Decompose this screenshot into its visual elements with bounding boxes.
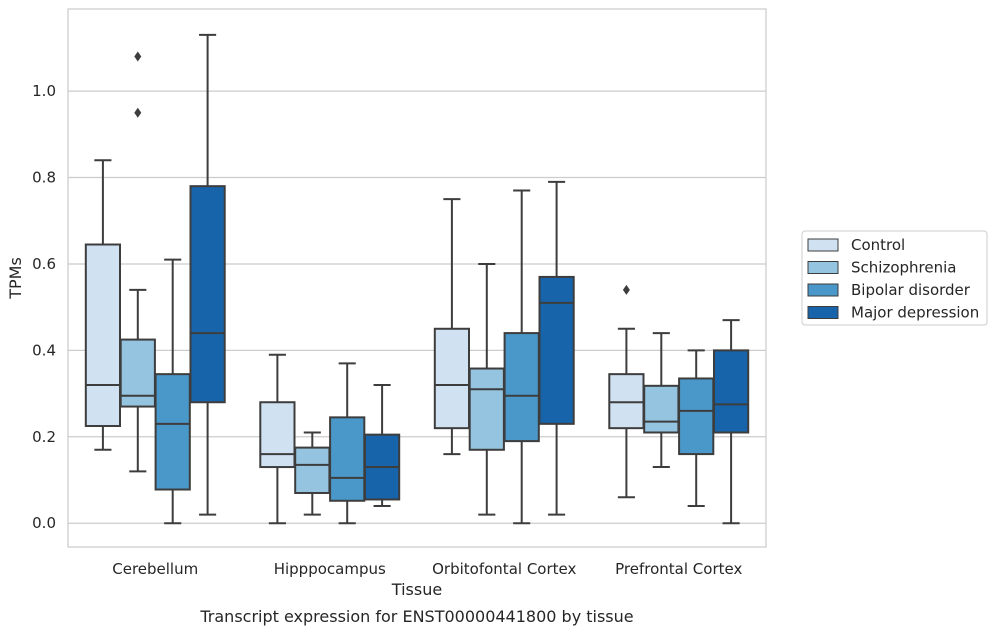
x-tick-label: Cerebellum <box>112 560 198 578</box>
box-group <box>363 383 401 507</box>
box <box>154 373 191 491</box>
y-tick-label: 0.2 <box>32 428 56 446</box>
chart-caption: Transcript expression for ENST0000044180… <box>199 607 633 626</box>
x-tick-label: Orbitofontal Cortex <box>432 560 576 578</box>
legend-swatch <box>807 283 839 297</box>
box-group <box>84 159 122 451</box>
box-group <box>189 33 226 516</box>
boxes-layer <box>84 33 750 525</box>
box-group <box>608 284 645 499</box>
outlier-point <box>134 51 142 62</box>
y-tick-labels: 0.0 0.2 0.4 0.6 0.8 1.0 <box>32 82 56 532</box>
legend-swatch <box>807 306 839 319</box>
box-group <box>259 353 296 525</box>
box-group <box>154 258 191 525</box>
y-tick-label: 0.8 <box>32 169 56 187</box>
outlier-point <box>622 284 630 295</box>
box <box>259 401 296 469</box>
x-axis-label: Tissue <box>391 580 442 599</box>
legend-label: Control <box>851 236 905 254</box>
box <box>329 416 366 502</box>
box <box>468 367 505 451</box>
legend: Control Schizophrenia Bipolar disorder Majo… <box>801 230 988 326</box>
box-group <box>119 51 156 473</box>
box-group <box>678 349 715 507</box>
y-axis-label: TPMs <box>6 257 25 300</box>
legend-swatch <box>807 238 839 252</box>
legend-frame <box>801 230 988 326</box>
x-tick-label: Hipppocampus <box>274 560 386 578</box>
box-group <box>643 332 680 469</box>
box-group <box>503 189 540 525</box>
y-tick-label: 0.4 <box>32 341 56 359</box>
box <box>294 446 331 494</box>
box <box>433 327 471 430</box>
box <box>503 332 540 443</box>
box-group <box>468 262 505 516</box>
legend-label: Bipolar disorder <box>851 281 971 299</box>
box <box>608 373 645 430</box>
box-group <box>433 198 471 456</box>
outlier-point <box>134 107 142 118</box>
legend-swatch <box>807 261 839 274</box>
box-group <box>712 319 750 525</box>
y-tick-label: 1.0 <box>32 82 56 100</box>
box <box>189 185 226 404</box>
box <box>712 349 750 434</box>
box <box>643 384 680 434</box>
box-group <box>538 180 575 516</box>
x-tick-labels: Cerebellum Hipppocampus Orbitofontal Corte… <box>112 560 742 578</box>
box-group <box>329 362 366 525</box>
legend-label: Schizophrenia <box>851 259 956 277</box>
box <box>678 377 715 456</box>
x-tick-label: Prefrontal Cortex <box>615 560 742 578</box>
y-tick-label: 0.6 <box>32 255 56 273</box>
box <box>538 275 575 425</box>
y-tick-label: 0.0 <box>32 514 56 532</box>
plot-frame <box>67 8 767 548</box>
box <box>84 243 122 428</box>
legend-label: Major depression <box>851 304 979 322</box>
